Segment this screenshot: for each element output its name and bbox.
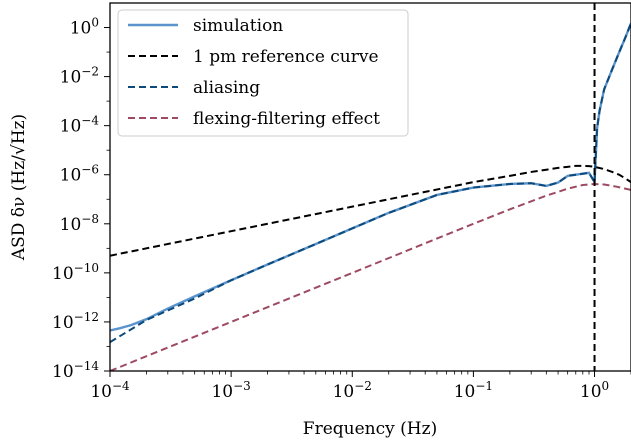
- x-tick-label: 10−3: [211, 379, 250, 402]
- y-tick-label: 100: [70, 16, 99, 39]
- legend-label-simulation: simulation: [193, 16, 283, 36]
- x-tick-label: 10−4: [90, 379, 130, 402]
- series-layer: [110, 22, 631, 371]
- y-tick-label: 10−6: [60, 163, 99, 186]
- y-axis-ticks: 10−14 10−12 10−10 10−8 10−6 10−4 10−2 100: [52, 16, 110, 382]
- y-tick-label: 10−4: [60, 114, 100, 137]
- legend-label-aliasing: aliasing: [193, 78, 260, 98]
- x-tick-label: 10−2: [333, 379, 372, 402]
- y-tick-label: 10−2: [60, 65, 99, 88]
- x-axis-label: Frequency (Hz): [303, 419, 437, 439]
- y-tick-label: 10−10: [52, 261, 99, 284]
- y-axis-label: ASD δν (Hz/√Hz): [9, 114, 29, 261]
- series-flexing-filtering-effect-line: [110, 182, 631, 371]
- y-tick-label: 10−8: [60, 212, 99, 235]
- series-1-pm-reference-curve-line: [110, 164, 631, 257]
- legend-box: [117, 9, 409, 137]
- y-tick-label: 10−12: [52, 310, 99, 333]
- legend-label-flexing-filtering-effect: flexing-filtering effect: [193, 109, 380, 129]
- legend-label-1-pm-reference-curve: 1 pm reference curve: [193, 47, 379, 67]
- legend: simulation 1 pm reference curve aliasing fl…: [117, 9, 409, 137]
- x-tick-label: 10−1: [454, 379, 493, 402]
- y-tick-label: 10−14: [52, 359, 99, 382]
- x-axis-ticks: 10−4 10−3 10−2 10−1 100: [90, 371, 631, 402]
- x-tick-label: 100: [580, 379, 609, 402]
- series-aliasing-line: [110, 22, 631, 344]
- plot-frame: [109, 2, 631, 372]
